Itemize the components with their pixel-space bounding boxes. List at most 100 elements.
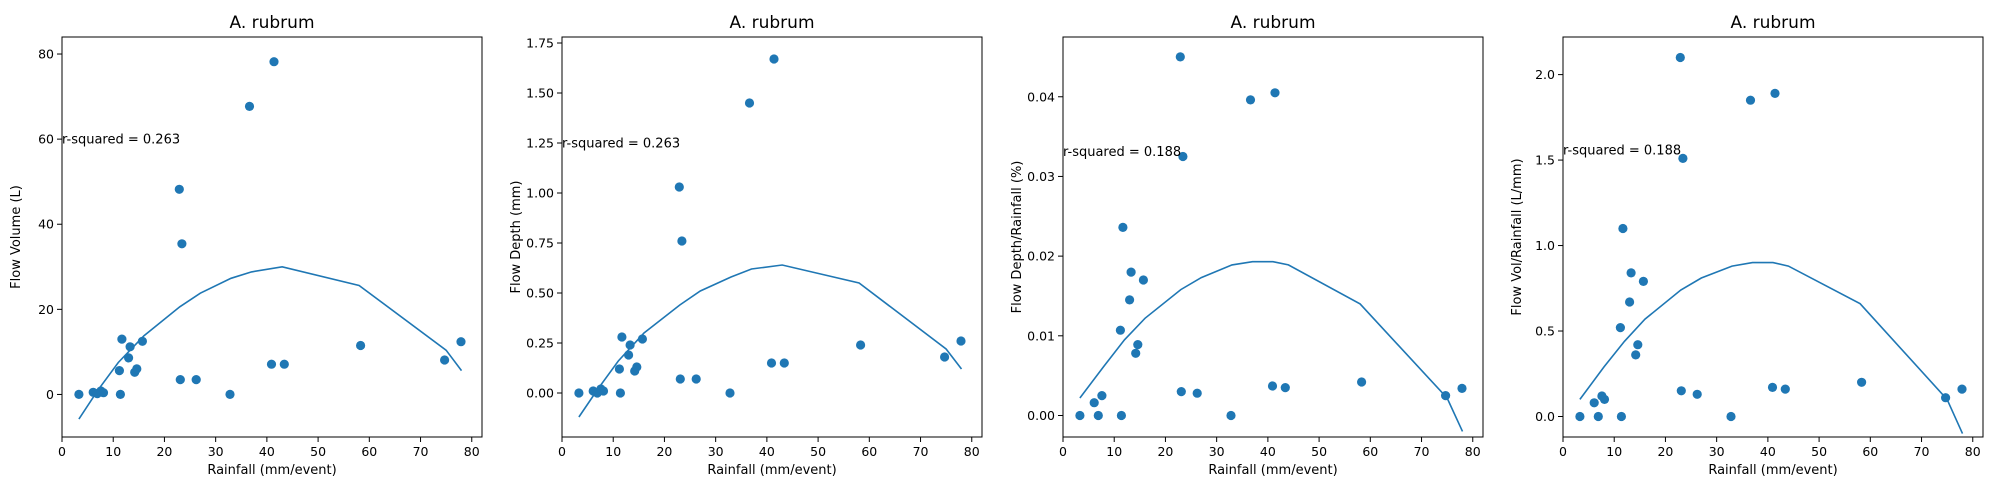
data-point [1745, 95, 1756, 105]
x-tick-label: 80 [1465, 444, 1481, 459]
x-tick-label: 10 [1106, 444, 1122, 459]
y-tick-label: 0.0 [1535, 409, 1555, 424]
data-point [625, 340, 635, 350]
data-point [1633, 340, 1643, 350]
x-tick-label: 40 [1760, 444, 1776, 459]
data-point [1767, 382, 1778, 392]
data-point [1616, 411, 1626, 422]
r-squared-annotation: r-squared = 0.188 [1063, 145, 1181, 160]
y-tick-label: 1.00 [526, 186, 554, 201]
plot-frame [1562, 36, 1984, 438]
data-point [114, 366, 124, 376]
data-point [1857, 377, 1867, 387]
y-tick-label: 0.5 [1535, 324, 1555, 339]
x-axis-label: Rainfall (mm/event) [1708, 463, 1837, 478]
y-tick-label: 80 [38, 47, 54, 62]
data-point [598, 386, 609, 396]
data-point [1692, 389, 1702, 399]
data-point [956, 336, 966, 346]
data-point [779, 358, 789, 368]
data-point [1575, 411, 1585, 422]
data-point [574, 388, 584, 398]
data-point [1599, 394, 1610, 404]
data-point [1770, 88, 1780, 98]
data-point [174, 184, 184, 194]
data-point [1457, 383, 1467, 393]
x-tick-label: 10 [1606, 444, 1622, 459]
data-point [1116, 410, 1126, 421]
x-tick-label: 30 [1209, 444, 1225, 459]
x-tick-label: 0 [58, 444, 66, 459]
data-point [1678, 153, 1688, 163]
data-point [266, 359, 277, 369]
data-point [269, 57, 279, 67]
y-tick-label: 2.0 [1535, 67, 1555, 82]
y-tick-label: 1.5 [1535, 153, 1555, 168]
x-tick-label: 80 [1965, 444, 1981, 459]
data-point [1626, 268, 1636, 278]
x-tick-label: 30 [208, 444, 224, 459]
data-point [1175, 52, 1185, 62]
x-tick-label: 20 [156, 444, 172, 459]
x-tick-label: 50 [810, 444, 826, 459]
x-tick-label: 80 [464, 444, 480, 459]
data-point [74, 389, 84, 399]
x-tick-label: 40 [1260, 444, 1276, 459]
data-point [356, 340, 366, 351]
fit-line [1079, 260, 1464, 432]
data-point [1226, 410, 1236, 421]
x-axis-label: Rainfall (mm/event) [707, 463, 836, 478]
x-tick-label: 60 [1362, 444, 1378, 459]
data-point [1093, 410, 1103, 421]
data-point [1441, 391, 1451, 401]
data-point [1780, 384, 1790, 394]
data-point [1270, 88, 1280, 98]
data-point [244, 101, 255, 111]
y-tick-label: 20 [38, 302, 54, 317]
subplot-2: A. rubrum 0 10 20 30 40 50 60 70 80 0.00 0.25 0.50 0.… [509, 13, 983, 478]
data-point [1280, 383, 1290, 393]
x-tick-label: 60 [361, 444, 377, 459]
data-point [766, 358, 777, 368]
x-tick-label: 40 [259, 444, 275, 459]
data-point [1089, 398, 1099, 408]
subplot-1: A. rubrum 0 10 20 30 40 50 60 70 80 0 20 40 60 80 Rainf… [9, 13, 483, 478]
data-point [1675, 52, 1685, 63]
data-point [1589, 398, 1599, 408]
x-tick-label: 60 [861, 444, 877, 459]
data-point [125, 342, 135, 352]
data-point [175, 375, 185, 385]
y-tick-label: 1.75 [526, 36, 554, 51]
data-point [725, 388, 735, 398]
x-tick-label: 70 [913, 444, 929, 459]
x-tick-label: 70 [1414, 444, 1430, 459]
plot-frame [561, 36, 983, 438]
data-point [1126, 267, 1136, 277]
y-axis-label: Flow Depth (mm) [509, 180, 524, 293]
x-axis-label: Rainfall (mm/event) [207, 463, 336, 478]
data-point [1631, 350, 1641, 360]
data-point [1615, 323, 1625, 333]
data-point [1957, 384, 1967, 394]
y-tick-label: 0.75 [526, 236, 554, 251]
x-tick-label: 10 [605, 444, 621, 459]
data-point [615, 388, 626, 398]
y-tick-label: 0.50 [526, 286, 554, 301]
data-point [1176, 387, 1186, 397]
y-tick-label: 1.0 [1535, 238, 1555, 253]
data-point [225, 389, 235, 399]
y-axis-label: Flow Vol/Rainfall (L/mm) [1510, 158, 1525, 315]
y-tick-label: 60 [38, 132, 54, 147]
r-squared-annotation: r-squared = 0.263 [62, 133, 180, 148]
data-point [177, 239, 187, 249]
x-tick-label: 0 [1059, 444, 1067, 459]
data-point [940, 352, 950, 362]
data-point [440, 355, 450, 365]
data-point [98, 388, 109, 398]
plot-frame [61, 36, 483, 438]
x-tick-label: 80 [964, 444, 980, 459]
data-point [115, 389, 125, 399]
data-point [137, 336, 147, 346]
data-point [124, 353, 134, 363]
